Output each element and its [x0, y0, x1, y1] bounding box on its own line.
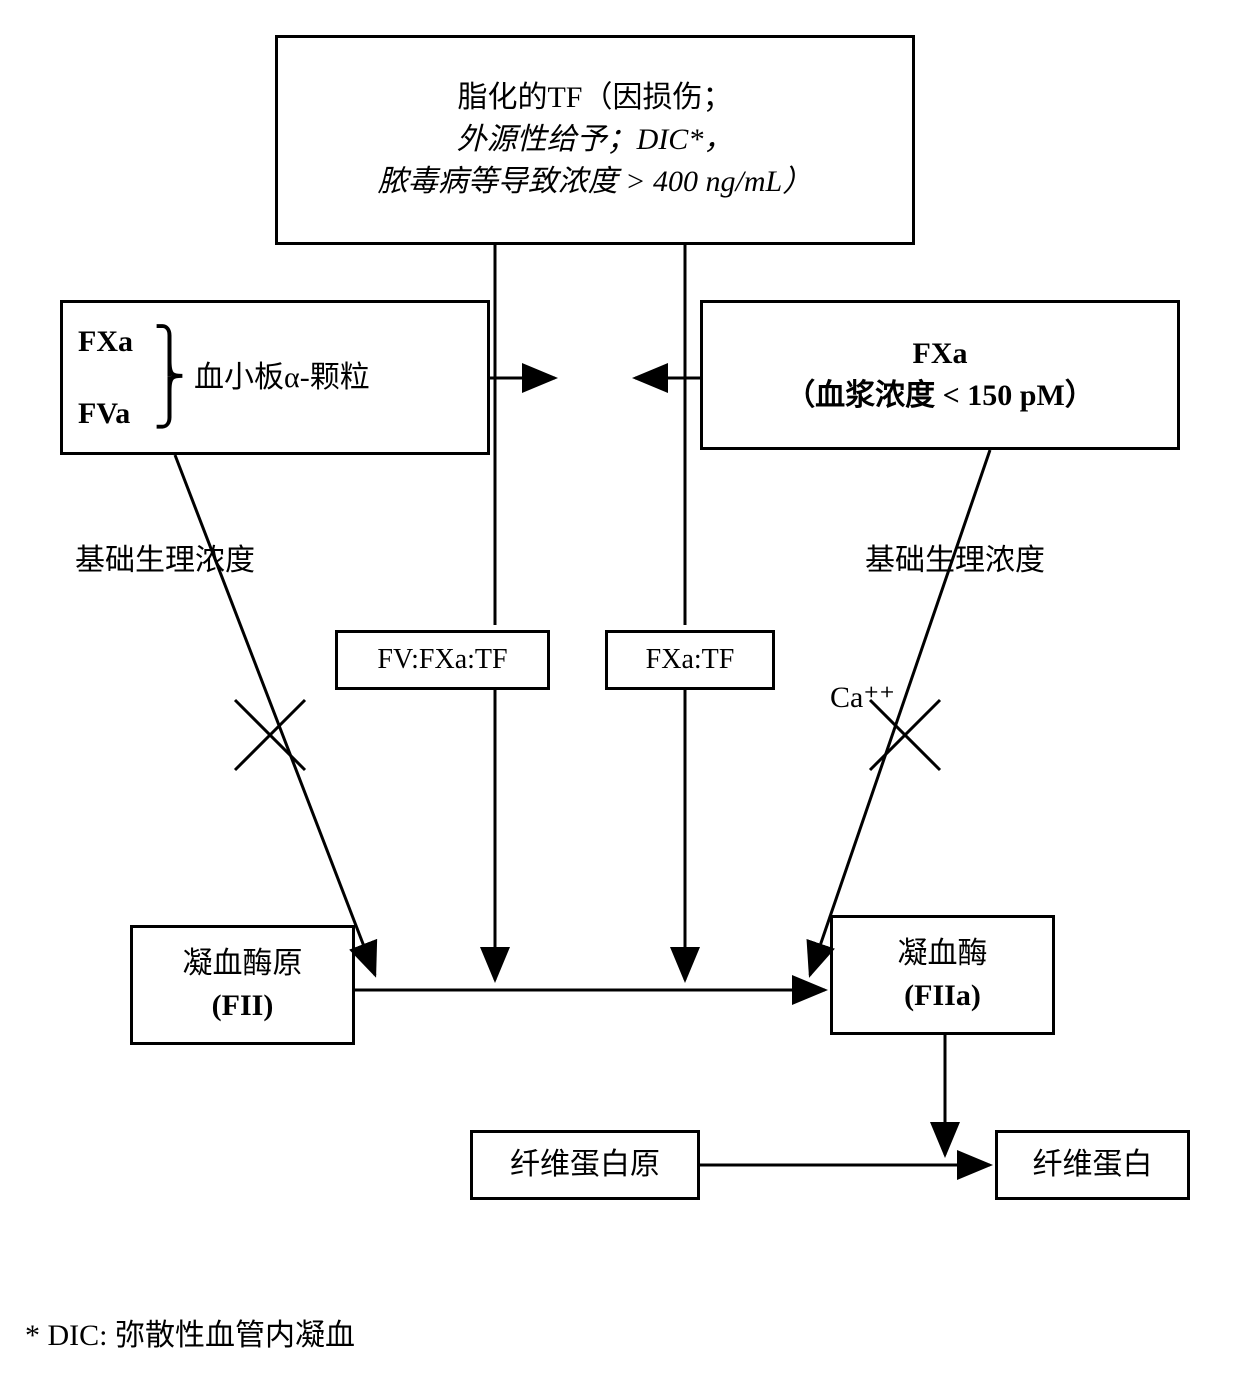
complex-right-box: FXa:TF — [605, 630, 775, 690]
ca-label: Ca⁺⁺ — [830, 680, 895, 715]
tf-line3: 脓毒病等导致浓度 > 400 ng/mL） — [378, 161, 812, 203]
left-fx-desc: 血小板α-颗粒 — [194, 357, 370, 399]
left-fxa: FXa — [78, 321, 133, 363]
prothrombin-line2: (FII) — [212, 985, 274, 1027]
thrombin-line2: (FIIa) — [904, 975, 981, 1017]
footnote-label: * DIC: 弥散性血管内凝血 — [25, 1310, 355, 1354]
basal-left-label: 基础生理浓度 — [75, 535, 255, 579]
tf-line1: 脂化的TF（因损伤； — [457, 77, 732, 119]
right-fxa-line1: FXa — [913, 333, 968, 375]
fibrinogen-text: 纤维蛋白原 — [510, 1144, 660, 1186]
basal-right-label: 基础生理浓度 — [865, 535, 1045, 579]
arrow-left-diag — [175, 455, 375, 975]
fibrinogen-box: 纤维蛋白原 — [470, 1130, 700, 1200]
tf-box: 脂化的TF（因损伤； 外源性给予；DIC*， 脓毒病等导致浓度 > 400 ng… — [275, 35, 915, 245]
left-fva: FVa — [78, 393, 133, 435]
complex-left-box: FV:FXa:TF — [335, 630, 550, 690]
tf-line2: 外源性给予；DIC*， — [457, 119, 734, 161]
brace-bot: ⎭ — [153, 391, 186, 417]
cross-left — [235, 700, 305, 770]
complex-right-text: FXa:TF — [646, 640, 735, 679]
fibrin-box: 纤维蛋白 — [995, 1130, 1190, 1200]
complex-left-text: FV:FXa:TF — [377, 640, 507, 679]
thrombin-line1: 凝血酶 — [898, 933, 988, 975]
right-fxa-line2: （血浆浓度 < 150 pM） — [785, 375, 1095, 417]
fibrin-text: 纤维蛋白 — [1033, 1144, 1153, 1186]
left-fx-box: FXa FVa ⎫ ⎬ ⎭ 血小板α-颗粒 — [60, 300, 490, 455]
prothrombin-line1: 凝血酶原 — [183, 943, 303, 985]
prothrombin-box: 凝血酶原 (FII) — [130, 925, 355, 1045]
thrombin-box: 凝血酶 (FIIa) — [830, 915, 1055, 1035]
right-fx-box: FXa （血浆浓度 < 150 pM） — [700, 300, 1180, 450]
